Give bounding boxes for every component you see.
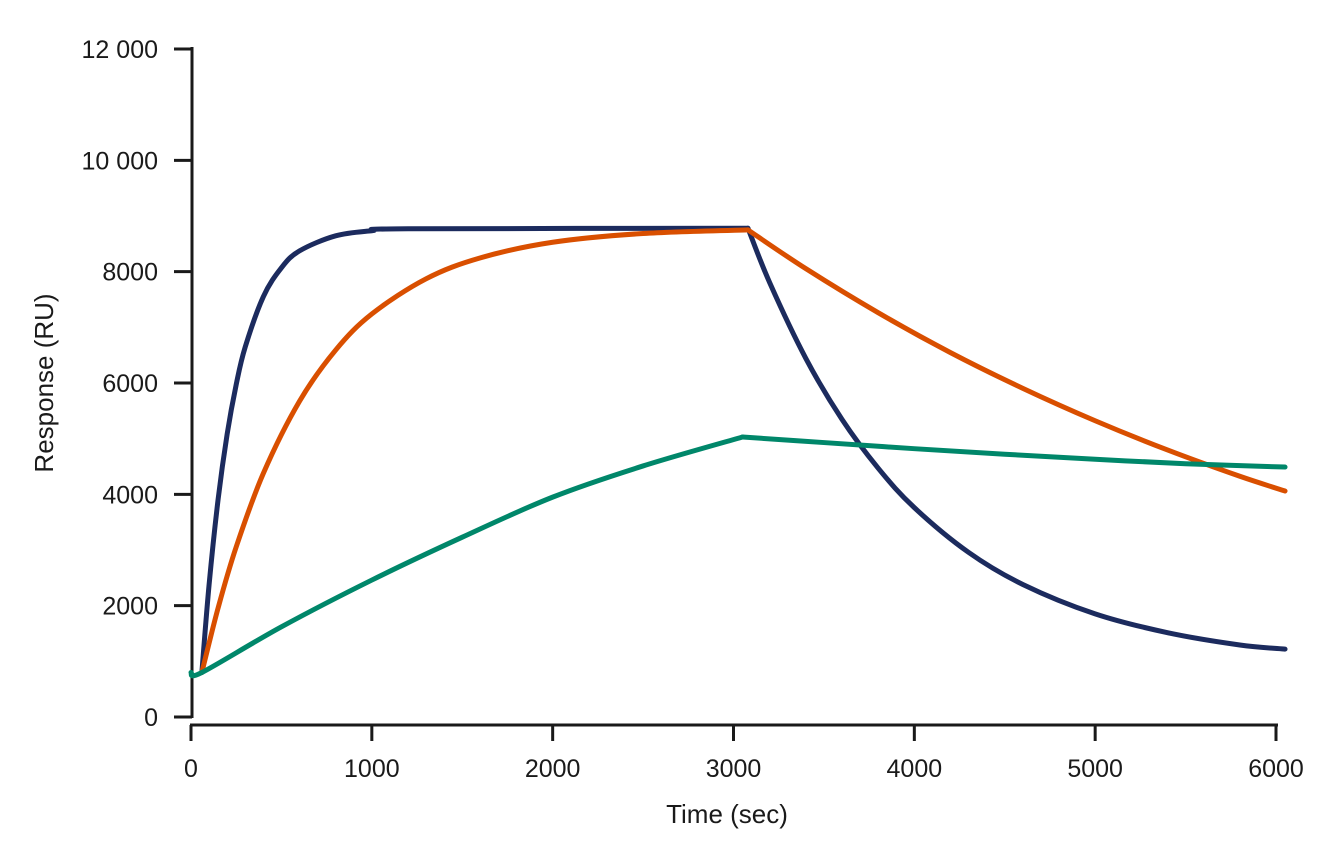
y-tick-label: 10 000 <box>82 147 158 175</box>
series-3-dissociation-line <box>740 434 1288 470</box>
series-1-association-line <box>199 225 751 675</box>
series-3-association-line <box>188 434 746 679</box>
series-3 <box>188 434 1288 679</box>
x-tick-label: 5000 <box>1067 755 1123 783</box>
y-tick-label: 8000 <box>102 259 158 287</box>
x-tick-label: 0 <box>184 755 198 783</box>
x-axis-label: Time (sec) <box>666 799 788 829</box>
series-1 <box>199 225 1288 675</box>
y-axis-label: Response (RU) <box>29 293 59 472</box>
y-tick-label: 12 000 <box>82 36 158 64</box>
y-tick-label: 0 <box>144 704 158 732</box>
series-1-dissociation-line <box>745 225 1288 652</box>
x-tick-label: 1000 <box>344 755 400 783</box>
y-tick-label: 4000 <box>102 481 158 509</box>
x-tick-label: 2000 <box>525 755 581 783</box>
y-tick-label: 2000 <box>102 593 158 621</box>
series-group <box>188 225 1288 679</box>
series-2-dissociation-line <box>745 227 1288 494</box>
x-tick-label: 4000 <box>887 755 943 783</box>
x-tick-label: 3000 <box>706 755 762 783</box>
axes: 0 2000 4000 6000 8000 10 000 12 000 0 1000 2000 30… <box>82 36 1304 783</box>
x-tick-label: 6000 <box>1248 755 1304 783</box>
y-tick-label: 6000 <box>102 370 158 398</box>
series-2 <box>199 227 1288 675</box>
series-2-association-line <box>199 227 751 675</box>
